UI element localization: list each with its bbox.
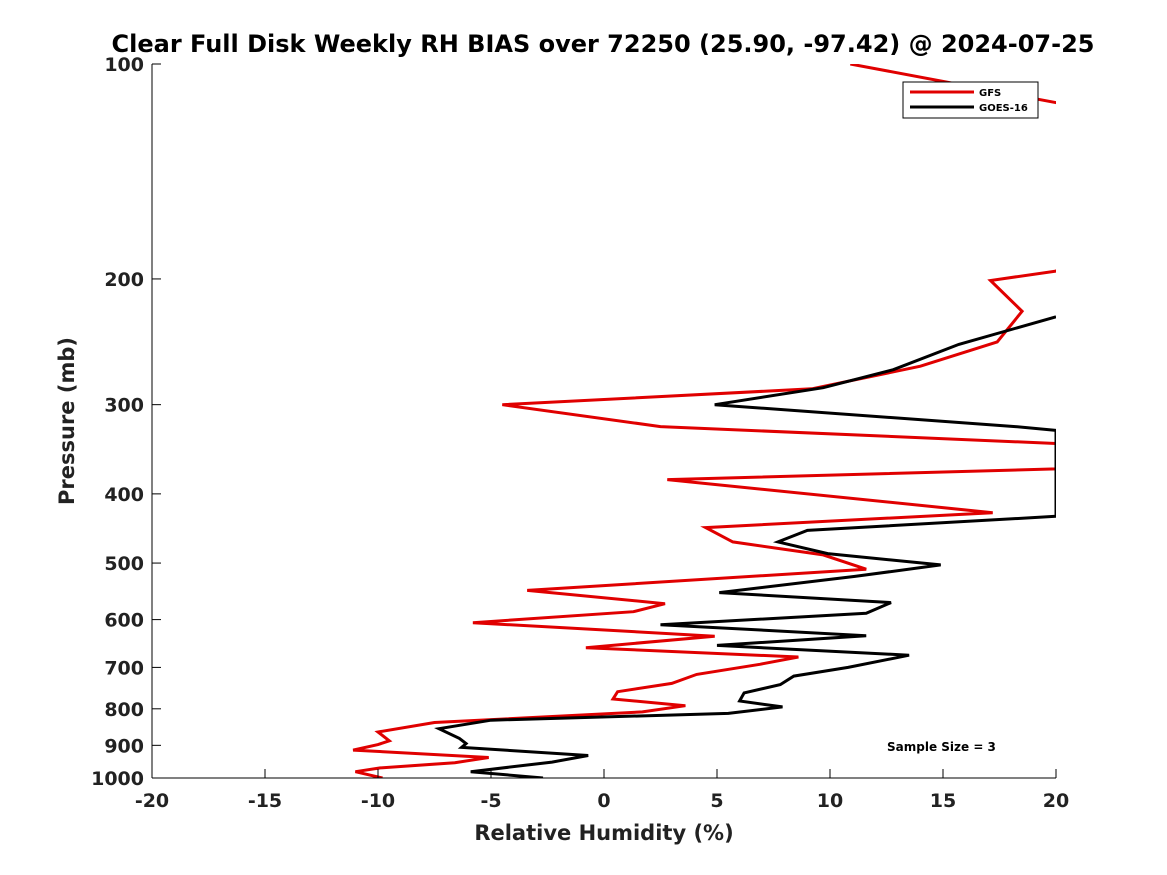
x-tick-label: 0 xyxy=(597,790,610,812)
x-tick-label: 20 xyxy=(1043,790,1069,812)
chart-title: Clear Full Disk Weekly RH BIAS over 7225… xyxy=(112,30,1095,58)
legend: GFS GOES-16 xyxy=(902,81,1039,119)
y-tick-label: 400 xyxy=(104,484,144,506)
x-axis-label: Relative Humidity (%) xyxy=(474,821,733,845)
y-tick-label: 600 xyxy=(104,610,144,632)
legend-label-goes16: GOES-16 xyxy=(979,103,1028,114)
series-line-goes16 xyxy=(434,315,1056,778)
x-tick-label: 10 xyxy=(817,790,843,812)
plot-area xyxy=(152,64,1056,778)
y-tick-label: 900 xyxy=(104,735,144,757)
legend-label-gfs: GFS xyxy=(979,88,1001,99)
axes: -20 -15 -10 -5 0 5 10 15 20 100 200 300 400 500 600 700… xyxy=(91,54,1069,812)
x-tick-label: 15 xyxy=(930,790,956,812)
x-tick-label: -15 xyxy=(248,790,282,812)
y-axis-label: Pressure (mb) xyxy=(55,337,79,505)
series-lines xyxy=(352,64,1056,778)
x-tick-label: 5 xyxy=(710,790,723,812)
y-tick-label: 100 xyxy=(104,54,144,76)
y-tick-label: 500 xyxy=(104,553,144,575)
x-tick-label: -20 xyxy=(135,790,169,812)
sample-size-annotation: Sample Size = 3 xyxy=(887,740,996,754)
y-tick-label: 800 xyxy=(104,699,144,721)
y-tick-label: 1000 xyxy=(91,768,144,790)
y-tick-label: 300 xyxy=(104,395,144,417)
x-tick-label: -5 xyxy=(480,790,501,812)
legend-box xyxy=(902,81,1039,119)
y-tick-label: 700 xyxy=(104,657,144,679)
y-tick-label: 200 xyxy=(104,269,144,291)
x-tick-label: -10 xyxy=(361,790,395,812)
